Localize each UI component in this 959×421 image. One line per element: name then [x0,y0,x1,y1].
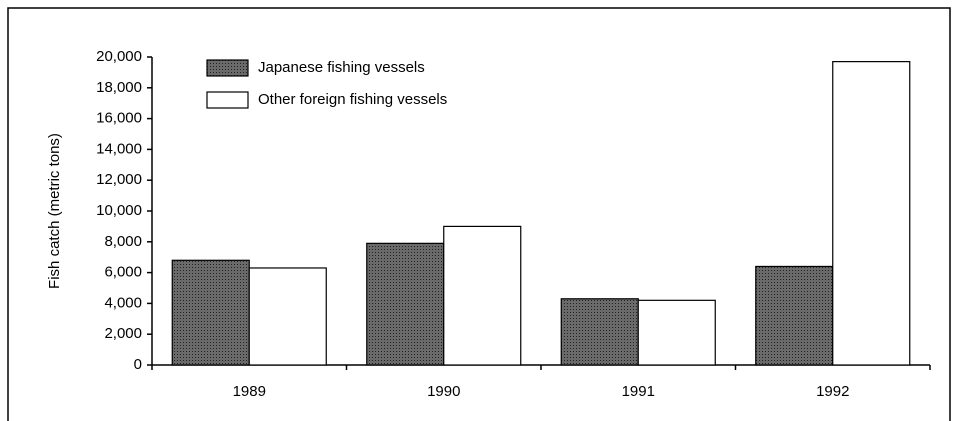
y-tick-label: 4,000 [104,294,142,311]
bar [171,259,250,366]
bar [560,298,639,366]
x-tick-label: 1990 [427,383,460,400]
legend-swatch [206,91,249,109]
y-tick-label: 0 [134,356,142,373]
y-tick-label: 20,000 [96,48,142,65]
y-tick-label: 2,000 [104,325,142,342]
y-axis-label: Fish catch (metric tons) [46,133,63,289]
bar [366,242,445,366]
bar [637,299,716,366]
y-tick-label: 6,000 [104,264,142,281]
y-tick-label: 14,000 [96,140,142,157]
legend-label: Other foreign fishing vessels [258,91,447,108]
bar [755,265,834,366]
y-tick-label: 8,000 [104,233,142,250]
y-tick-label: 16,000 [96,110,142,127]
y-tick-label: 10,000 [96,202,142,219]
legend-swatch [206,59,249,77]
x-tick-label: 1989 [233,383,266,400]
bar [248,267,327,366]
y-tick-label: 18,000 [96,79,142,96]
x-tick-label: 1992 [816,383,849,400]
frame [7,7,951,421]
bar [832,61,911,366]
bar [443,225,522,366]
x-tick-label: 1991 [622,383,655,400]
legend-label: Japanese fishing vessels [258,59,425,76]
y-tick-label: 12,000 [96,171,142,188]
